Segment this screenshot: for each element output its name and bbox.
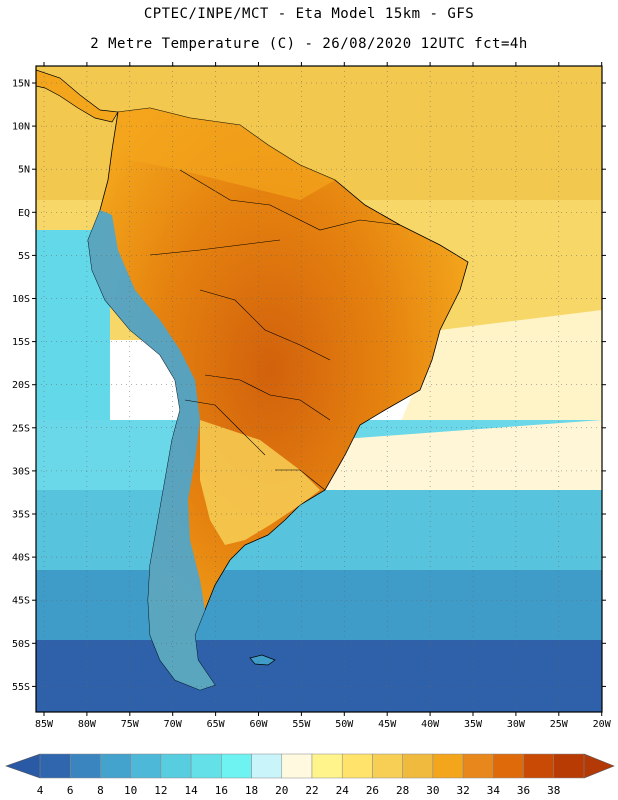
lon-label: 85W [35, 719, 54, 730]
map-frame [35, 65, 603, 713]
lat-label: 40S [12, 553, 30, 564]
lon-label: 60W [249, 719, 268, 730]
country-borders [149, 169, 401, 491]
lat-label: EQ [18, 208, 30, 219]
colorbar-swatch [311, 753, 343, 779]
colorbar-label: 36 [517, 784, 530, 797]
lon-label: 45W [378, 719, 397, 730]
colorbar-label: 26 [366, 784, 379, 797]
colorbar-label: 16 [215, 784, 228, 797]
colorbar: 4 6 8 10 12 14 16 18 20 22 24 26 28 30 32 34 36 38 [5, 753, 615, 797]
colorbar-high-arrow [583, 753, 615, 779]
colorbar-label: 14 [184, 784, 198, 797]
lon-label: 20W [593, 719, 612, 730]
lon-label: 50W [335, 719, 354, 730]
colorbar-swatch [69, 753, 101, 779]
lon-label: 65W [207, 719, 226, 730]
andes-cold-strip [88, 210, 215, 690]
colorbar-label: 6 [67, 784, 74, 797]
colorbar-swatch [130, 753, 162, 779]
colorbar-swatch [462, 753, 494, 779]
lat-label: 50S [12, 639, 30, 650]
map-title-line-2: 2 Metre Temperature (C) - 26/08/2020 12U… [90, 36, 528, 52]
southern-mild-region [200, 420, 320, 545]
colorbar-label: 24 [336, 784, 350, 797]
colorbar-label: 28 [396, 784, 409, 797]
colorbar-label: 8 [97, 784, 104, 797]
colorbar-swatch [251, 753, 283, 779]
lat-label: 25S [12, 423, 30, 434]
colorbar-label: 32 [456, 784, 469, 797]
lat-label: 55S [12, 682, 30, 693]
colorbar-label: 18 [245, 784, 258, 797]
colorbar-label: 4 [37, 784, 44, 797]
atlantic-subtropical-mild [300, 420, 602, 490]
colorbar-swatch [221, 753, 252, 779]
lon-label: 35W [464, 719, 483, 730]
colorbar-swatch [160, 753, 192, 779]
falkland-islands [249, 654, 276, 666]
lon-label: 75W [121, 719, 140, 730]
colorbar-swatch [39, 753, 71, 779]
longitude-axis: 85W 80W 75W 70W 65W 60W 55W 50W 45W 40W 35W 30W 25W 2… [35, 62, 612, 730]
northern-coast-mild [118, 108, 335, 200]
colorbar-swatch [523, 753, 555, 779]
colorbar-swatch [553, 753, 585, 779]
colorbar-label: 12 [154, 784, 167, 797]
colorbar-swatch [341, 753, 373, 779]
lat-label: 5S [18, 251, 30, 262]
lat-label: 20S [12, 380, 30, 391]
lat-label: 35S [12, 510, 30, 521]
ocean-band-cool [36, 570, 602, 640]
colorbar-label: 30 [426, 784, 439, 797]
colorbar-low-arrow [5, 753, 41, 779]
lon-label: 30W [507, 719, 526, 730]
lat-label: 45S [12, 596, 30, 607]
colorbar-swatch [190, 753, 222, 779]
colorbar-swatch [402, 753, 434, 779]
lat-label: 30S [12, 466, 30, 477]
colorbar-swatch [493, 753, 524, 779]
lon-label: 70W [164, 719, 183, 730]
colorbar-label: 10 [124, 784, 137, 797]
colorbar-label: 34 [487, 784, 501, 797]
colorbar-swatch [432, 753, 464, 779]
colorbar-swatch [372, 753, 403, 779]
map-title-line-1: CPTEC/INPE/MCT - Eta Model 15km - GFS [143, 6, 475, 22]
lat-label: 15S [12, 337, 30, 348]
pacific-tropical-cool [36, 230, 110, 420]
map-field [36, 66, 602, 712]
lon-label: 55W [292, 719, 311, 730]
colorbar-label: 38 [547, 784, 560, 797]
lat-label: 10S [12, 294, 30, 305]
lon-label: 80W [78, 719, 97, 730]
lon-label: 25W [550, 719, 569, 730]
colorbar-swatch [281, 753, 313, 779]
lat-label: 15N [12, 79, 30, 90]
latitude-axis: 15N 10N 5N EQ 5S 10S 15S 20S 25S 30S 35S 40S 45S 50S 5… [12, 79, 606, 693]
lat-label: 10N [12, 122, 30, 133]
colorbar-label: 22 [305, 784, 318, 797]
lat-label: 5N [18, 165, 30, 176]
colorbar-swatch [100, 753, 131, 779]
ocean-band-temperate [36, 490, 602, 570]
colorbar-label: 20 [275, 784, 288, 797]
lon-label: 40W [421, 719, 440, 730]
ocean-band-cold [36, 640, 602, 712]
